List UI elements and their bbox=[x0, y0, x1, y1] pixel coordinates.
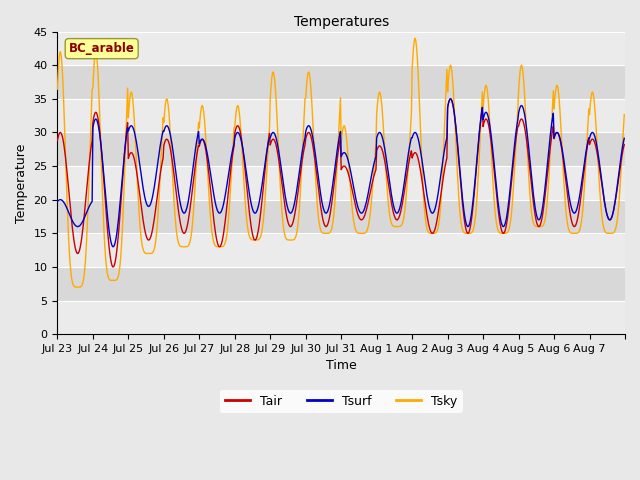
Bar bbox=[58, 233, 625, 267]
Tair bbox=[121, 149, 129, 155]
Tair bbox=[620, 142, 628, 147]
Tair bbox=[54, 138, 61, 144]
Text: BC_arable: BC_arable bbox=[68, 42, 134, 55]
Bar bbox=[58, 267, 625, 300]
Tsurf bbox=[400, 181, 408, 187]
Tsky bbox=[412, 36, 419, 41]
Tair bbox=[432, 223, 440, 229]
Tsky bbox=[400, 214, 408, 219]
Bar bbox=[58, 32, 625, 65]
Tsurf bbox=[121, 149, 129, 155]
Y-axis label: Temperature: Temperature bbox=[15, 143, 28, 223]
Line: Tsky: Tsky bbox=[58, 38, 624, 287]
Line: Tair: Tair bbox=[58, 99, 624, 267]
Bar bbox=[58, 132, 625, 166]
Tsurf bbox=[109, 244, 116, 250]
Tsky bbox=[121, 168, 129, 174]
Bar bbox=[58, 300, 625, 334]
X-axis label: Time: Time bbox=[326, 360, 356, 372]
Tsurf bbox=[432, 203, 440, 209]
Tsurf bbox=[54, 199, 61, 204]
Bar bbox=[58, 200, 625, 233]
Tair bbox=[447, 96, 454, 102]
Bar bbox=[58, 99, 625, 132]
Tsurf bbox=[620, 135, 628, 141]
Tsky bbox=[225, 211, 233, 217]
Tsky bbox=[74, 284, 81, 290]
Tsky bbox=[253, 237, 260, 243]
Bar bbox=[58, 65, 625, 99]
Title: Temperatures: Temperatures bbox=[294, 15, 389, 29]
Tsurf bbox=[275, 146, 282, 152]
Tsurf bbox=[225, 169, 233, 175]
Tsky bbox=[620, 112, 628, 118]
Bar bbox=[58, 166, 625, 200]
Tair bbox=[275, 155, 282, 160]
Tsky bbox=[433, 229, 440, 235]
Tsky bbox=[275, 144, 282, 149]
Legend: Tair, Tsurf, Tsky: Tair, Tsurf, Tsky bbox=[220, 390, 463, 413]
Tsurf bbox=[447, 96, 454, 102]
Tair bbox=[109, 264, 116, 270]
Tair bbox=[253, 234, 260, 240]
Line: Tsurf: Tsurf bbox=[58, 99, 624, 247]
Tair bbox=[400, 191, 408, 196]
Tair bbox=[225, 184, 233, 190]
Tsky bbox=[54, 86, 61, 92]
Tsurf bbox=[253, 208, 260, 214]
